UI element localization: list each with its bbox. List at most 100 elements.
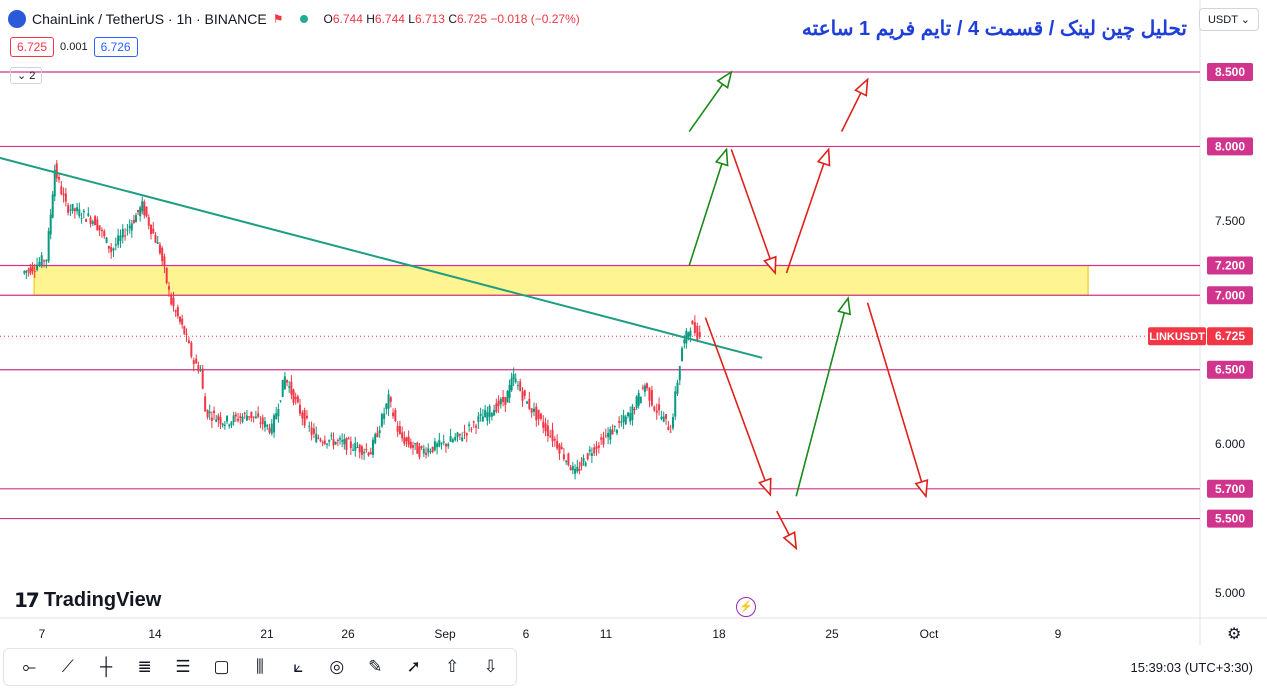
- vertical-line-icon[interactable]: ┼: [100, 657, 113, 676]
- flag-icon[interactable]: ⚑: [272, 12, 284, 26]
- candle-body: [360, 446, 363, 455]
- candle-body: [243, 413, 246, 415]
- price-tag: [1207, 63, 1253, 81]
- sell-button[interactable]: 6.725: [10, 37, 55, 57]
- tradingview-logo[interactable]: 𝟭𝟳 TradingView: [14, 588, 161, 613]
- pattern-icon[interactable]: ⟀: [293, 657, 304, 676]
- market-status-icon: [299, 15, 308, 23]
- candle-body: [232, 415, 235, 423]
- candle-body: [674, 391, 677, 417]
- crosshair-icon[interactable]: ⟜: [22, 657, 37, 676]
- candle-body: [100, 229, 103, 231]
- candle-body: [611, 429, 614, 435]
- candle-body: [383, 413, 386, 419]
- candle-body: [98, 225, 101, 231]
- projection-arrowhead: [816, 147, 831, 167]
- arrow-down-icon[interactable]: ⇩: [483, 657, 498, 676]
- candle-body: [488, 405, 491, 417]
- candle-body: [451, 439, 454, 442]
- candle-body: [67, 205, 70, 213]
- price-tag-label: 7.200: [1215, 259, 1245, 273]
- candle-body: [234, 414, 237, 417]
- candle-body: [213, 410, 216, 414]
- candle-body: [254, 416, 257, 419]
- arrow-icon[interactable]: ➚: [406, 657, 421, 676]
- candle-body: [444, 443, 447, 447]
- candle-body: [683, 339, 686, 344]
- candle-body: [454, 436, 457, 441]
- candle-body: [195, 358, 198, 364]
- candle-body: [339, 438, 341, 440]
- currency-selector[interactable]: USDT ⌄: [1198, 8, 1259, 31]
- candle-body: [252, 416, 255, 418]
- candle-body: [283, 376, 286, 390]
- candle-body: [456, 432, 459, 438]
- candle-body: [380, 414, 383, 427]
- candle-body: [376, 432, 379, 438]
- brush-icon[interactable]: ✎: [368, 657, 383, 676]
- candle-body: [317, 437, 320, 439]
- candle-body: [334, 441, 337, 445]
- candle-body: [481, 416, 484, 422]
- candle-body: [396, 426, 399, 432]
- trendline-icon[interactable]: ⟋: [61, 657, 74, 676]
- symbol-header[interactable]: ChainLink / TetherUS · 1h · BINANCE ⚑ O6…: [8, 10, 580, 28]
- fib-icon[interactable]: ≣: [137, 657, 152, 676]
- candle-body: [523, 390, 526, 396]
- symbol-title[interactable]: ChainLink / TetherUS · 1h · BINANCE: [32, 11, 267, 27]
- rectangle-icon[interactable]: ▢: [213, 657, 230, 676]
- candle-body: [303, 410, 306, 426]
- candle-body: [310, 427, 313, 435]
- channel-icon[interactable]: ☰: [175, 657, 191, 676]
- candle-body: [321, 442, 324, 444]
- candle-body: [141, 201, 144, 212]
- candle-body: [107, 245, 110, 249]
- candle-body: [185, 333, 188, 335]
- clock-readout[interactable]: 15:39:03 (UTC+3:30): [1130, 660, 1253, 675]
- candle-body: [147, 217, 150, 226]
- candle-body: [259, 422, 262, 424]
- candle-body: [602, 437, 605, 445]
- time-tick-label: 11: [600, 627, 613, 641]
- brand-name: TradingView: [43, 589, 162, 611]
- candle-body: [49, 214, 52, 235]
- symbol-tag: [1148, 327, 1206, 346]
- projection-arrowhead: [782, 531, 798, 551]
- projection-arrowhead: [758, 477, 772, 497]
- target-icon[interactable]: ◎: [329, 657, 345, 676]
- candle-body: [51, 194, 54, 218]
- price-tick-label: 7.500: [1215, 214, 1245, 228]
- candle-body: [595, 446, 598, 449]
- candle-body: [332, 439, 335, 446]
- projection-arrowhead: [714, 147, 729, 167]
- gear-icon[interactable]: ⚙: [1227, 626, 1242, 643]
- pitchfork-icon[interactable]: ⫼: [256, 657, 264, 676]
- lightning-icon[interactable]: ⚡: [736, 597, 756, 617]
- candle-body: [165, 267, 168, 283]
- candle-body: [139, 207, 142, 217]
- candle-body: [560, 446, 563, 450]
- candle-body: [215, 419, 218, 422]
- candle-body: [223, 424, 226, 426]
- candle-body: [126, 229, 129, 231]
- buy-button[interactable]: 6.726: [93, 37, 138, 57]
- candle-body: [622, 415, 625, 422]
- last-price-label: 6.725: [1215, 329, 1245, 343]
- candle-body: [542, 421, 545, 428]
- candle-body: [197, 365, 200, 372]
- candle-body: [571, 465, 574, 471]
- candle-body: [477, 416, 480, 423]
- arrow-up-icon[interactable]: ⇧: [445, 657, 460, 676]
- indicators-toggle[interactable]: ⌄ 2: [10, 67, 43, 84]
- candle-body: [112, 248, 115, 251]
- candle-body: [472, 421, 475, 423]
- price-tick-label: 5.000: [1215, 586, 1245, 600]
- candle-body: [696, 325, 699, 340]
- candle-body: [499, 398, 502, 405]
- quick-trade: 6.725 0.001 6.726: [10, 37, 138, 57]
- candle-body: [217, 415, 220, 420]
- chart-annotation-title: تحلیل چین لینک / قسمت 4 / تایم فریم 1 سا…: [801, 18, 1187, 40]
- candle-body: [27, 269, 30, 271]
- projection-arrowhead: [854, 77, 869, 97]
